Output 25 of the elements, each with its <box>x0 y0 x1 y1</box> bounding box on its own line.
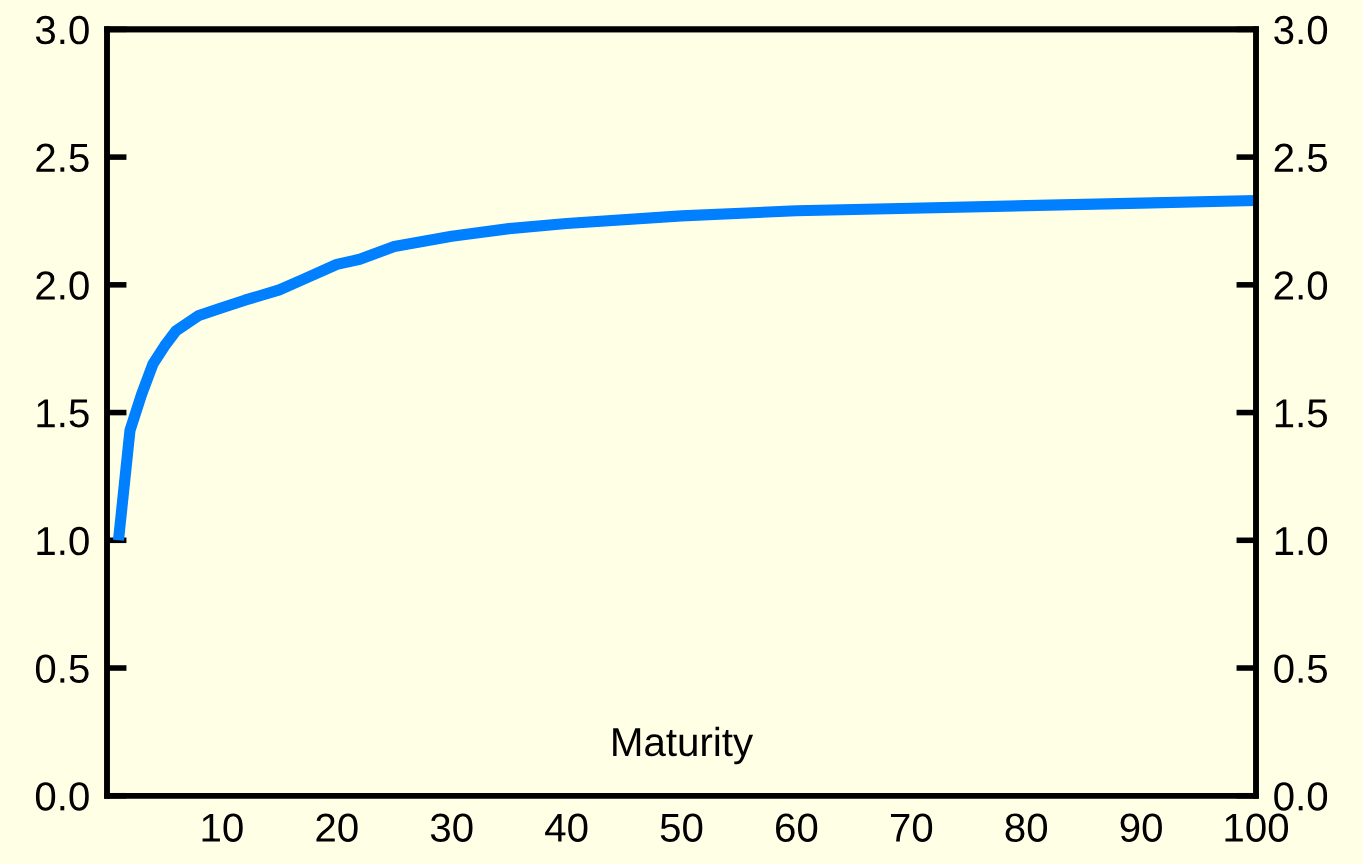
x-tick-label: 50 <box>660 813 703 842</box>
x-tick-label: 90 <box>1120 813 1162 842</box>
y-tick-label: 0.5 <box>35 654 89 684</box>
x-tick-label: 100 <box>1225 813 1289 842</box>
y2-tick-label: 1.5 <box>1275 399 1327 428</box>
y-tick-label: 2.5 <box>36 143 89 173</box>
x-tick-label: 20 <box>316 813 358 842</box>
x-tick-label: 80 <box>1005 813 1048 842</box>
y-tick-label: 0.0 <box>35 782 89 811</box>
y-tick-label: 2.0 <box>36 271 89 300</box>
y2-tick-label: 2.5 <box>1274 143 1327 173</box>
x-tick-label: 70 <box>890 813 933 842</box>
y-tick-label: 3.0 <box>35 15 89 45</box>
y2-tick-label: 0.0 <box>1274 782 1328 811</box>
y2-tick-label: 0.5 <box>1274 654 1327 684</box>
x-tick-label: 10 <box>202 813 243 842</box>
x-axis-title: Maturity <box>613 726 754 765</box>
y-tick-label: 1.5 <box>37 399 89 428</box>
y2-tick-label: 2.0 <box>1274 271 1328 300</box>
x-tick-label: 60 <box>776 813 818 842</box>
y2-tick-label: 1.0 <box>1275 526 1328 556</box>
x-tick-label: 30 <box>430 813 473 842</box>
y-tick-label: 1.0 <box>37 526 89 556</box>
x-tick-label: 40 <box>545 813 588 842</box>
y2-tick-label: 3.0 <box>1274 15 1328 45</box>
